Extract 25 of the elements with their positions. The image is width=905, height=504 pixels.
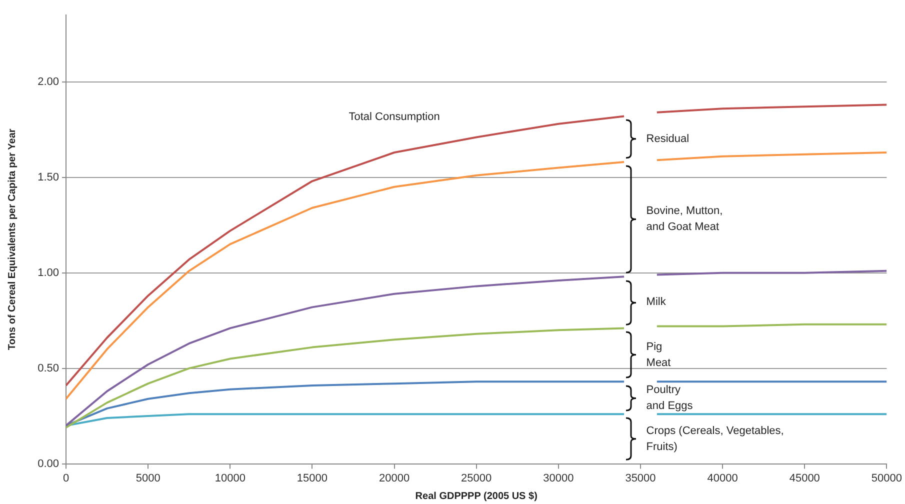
x-axis-title: Real GDPPPP (2005 US $) [415,490,538,502]
y-tick-label: 1.00 [38,266,59,279]
y-tick-label: 0.00 [38,458,59,470]
y-axis-title: Tons of Cereal Equivalents per Capita per Year [6,128,18,350]
x-tick-label: 50000 [871,472,902,484]
x-tick-label: 20000 [378,472,410,484]
y-tick-label: 2.00 [38,76,59,88]
annotation: Milk [646,295,666,310]
annotation: Poultry and Eggs [646,382,693,414]
annotation: Residual [646,132,690,148]
y-tick-label: 0.50 [38,362,59,374]
annotation: Bovine, Mutton, and Goat Meat [646,204,723,236]
annotation: Crops (Cereals, Vegetables, Fruits) [646,424,784,455]
x-tick-label: 35000 [625,472,656,484]
x-tick-label: 30000 [543,472,574,484]
x-tick-label: 25000 [461,472,492,484]
x-tick-label: 45000 [789,472,820,484]
x-tick-label: 15000 [296,472,328,484]
x-tick-label: 5000 [136,472,160,484]
x-tick-label: 0 [62,472,70,484]
annotation: Pig Meat [646,340,671,371]
x-tick-label: 10000 [214,472,246,484]
x-tick-label: 40000 [707,472,738,484]
annotation: Total Consumption [348,110,440,124]
y-tick-label: 1.50 [38,171,59,184]
